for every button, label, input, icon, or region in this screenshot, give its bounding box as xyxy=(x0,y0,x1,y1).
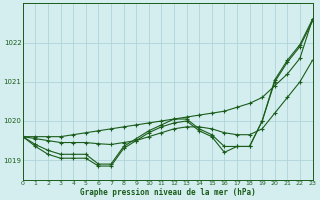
X-axis label: Graphe pression niveau de la mer (hPa): Graphe pression niveau de la mer (hPa) xyxy=(80,188,256,197)
